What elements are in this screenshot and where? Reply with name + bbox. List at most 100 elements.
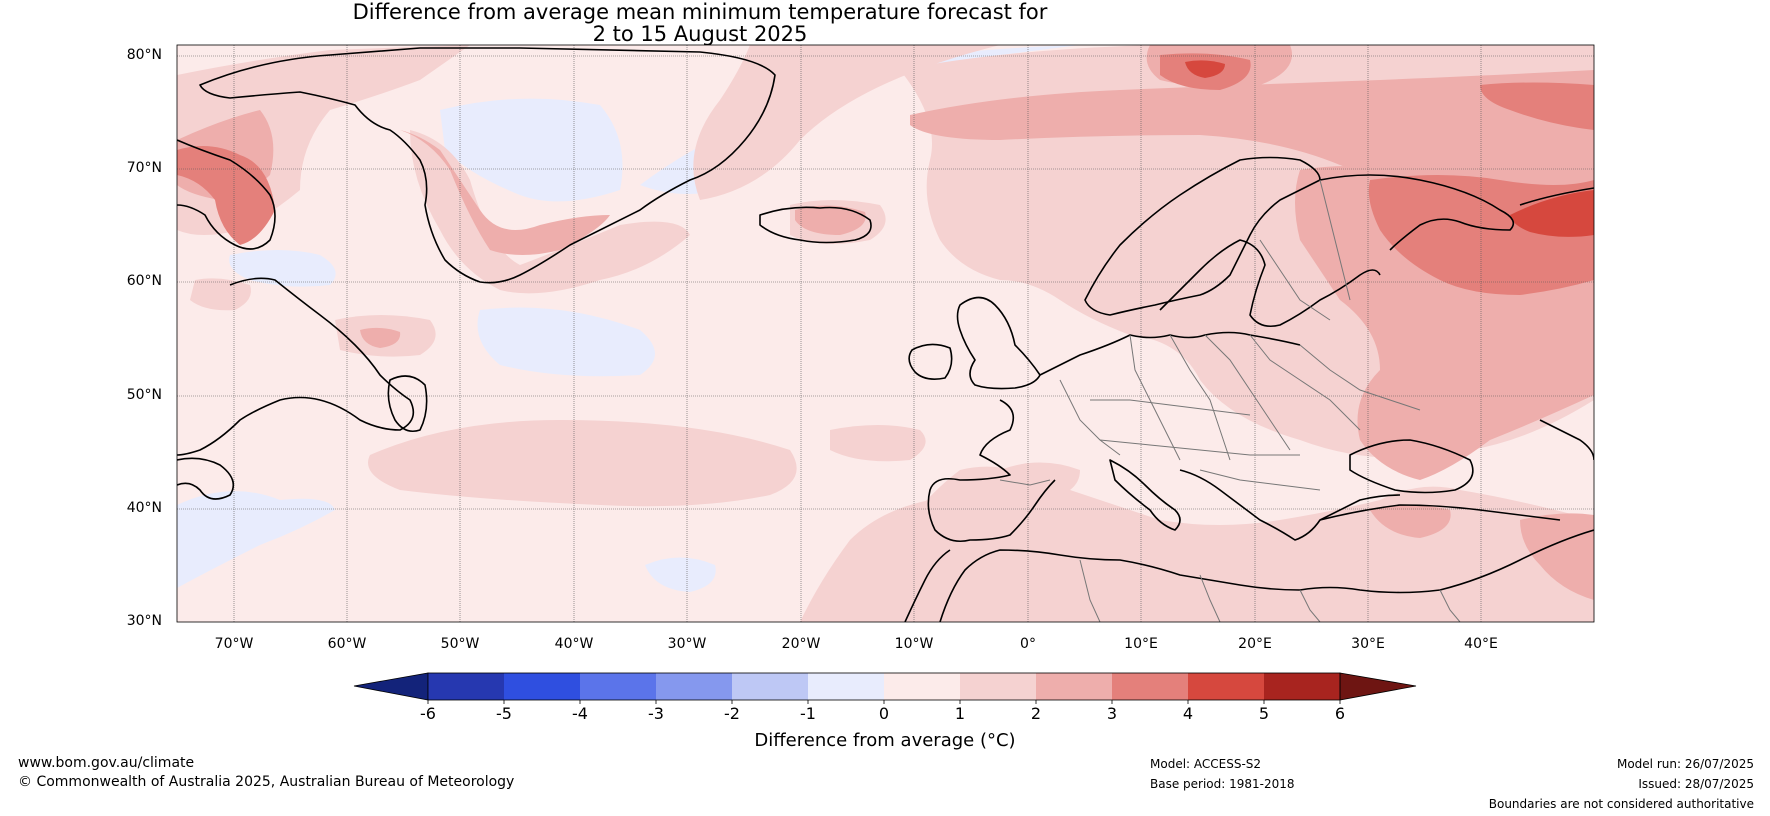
- footer-copyright: © Commonwealth of Australia 2025, Austra…: [18, 774, 515, 790]
- contour-p2-iceland: [795, 205, 866, 235]
- colorbar-tick-2: 2: [1030, 704, 1042, 723]
- colorbar-tick-m5: -5: [496, 704, 512, 723]
- contour-neg-azores: [645, 557, 716, 592]
- colorbar-swatch-10: [1112, 673, 1188, 700]
- coast-france-spain: [927, 399, 1056, 543]
- colorbar-tick-3: 3: [1106, 704, 1118, 723]
- coast-nova-scotia: [177, 457, 235, 500]
- colorbar-swatch-1: [428, 673, 504, 700]
- coast-west-africa: [904, 549, 951, 622]
- coast-iceland: [759, 206, 872, 244]
- lon-label-30w: 30°W: [667, 636, 707, 652]
- lon-label-60w: 60°W: [327, 636, 367, 652]
- colorbar-tick-4: 4: [1182, 704, 1194, 723]
- map-frame: [176, 44, 1595, 623]
- footer-model: Model: ACCESS-S2: [1150, 757, 1262, 771]
- coast-balkans: [1179, 469, 1401, 541]
- colorbar-tick-m3: -3: [648, 704, 664, 723]
- lat-label-30n: 30°N: [126, 613, 162, 629]
- lon-label-20e: 20°E: [1238, 636, 1272, 652]
- contour-p2-turkey: [1370, 505, 1451, 538]
- footer-model-run: Model run: 26/07/2025: [1616, 757, 1754, 771]
- lon-label-40e: 40°E: [1464, 636, 1498, 652]
- lon-label-20w: 20°W: [781, 636, 821, 652]
- colorbar-tick-6: 6: [1334, 704, 1346, 723]
- contour-p2-mideast: [1520, 513, 1594, 600]
- contour-p1-labrador-coast: [190, 278, 251, 311]
- footer-base-period: Base period: 1981-2018: [1150, 777, 1295, 791]
- coast-greenland: [199, 47, 776, 284]
- coast-caspian: [1539, 419, 1594, 461]
- coast-ireland: [908, 343, 953, 380]
- contour-p3-baffin: [177, 146, 275, 245]
- colorbar-swatch-7: [884, 673, 960, 700]
- coast-sweden-finland: [1159, 239, 1381, 328]
- graticule: [177, 45, 1594, 622]
- country-borders: [999, 179, 1461, 622]
- contour-p1-nw: [693, 45, 1000, 200]
- chart-title-line2: 2 to 15 August 2025: [592, 22, 808, 46]
- coast-great-britain: [956, 296, 1041, 390]
- lon-label-50w: 50°W: [440, 636, 480, 652]
- contour-p5-svalbard: [1185, 60, 1225, 78]
- lon-label-40w: 40°W: [554, 636, 594, 652]
- colorbar-label: Difference from average (°C): [754, 730, 1016, 751]
- lat-label-80n: 80°N: [126, 47, 162, 63]
- footer-issued: Issued: 28/07/2025: [1638, 777, 1754, 791]
- lon-label-10w: 10°W: [894, 636, 934, 652]
- coast-turkey: [1319, 504, 1561, 521]
- contour-p3-arctic-ne: [1480, 82, 1594, 130]
- coast-norway: [1084, 156, 1321, 316]
- colorbar-swatch-9: [1036, 673, 1112, 700]
- coast-newfoundland: [387, 375, 428, 433]
- contour-p1-central-atlantic: [368, 420, 797, 507]
- coast-novaya-zemlya: [1519, 187, 1594, 206]
- contour-neg-denmark-strait: [440, 98, 623, 202]
- footer-website: www.bom.gov.au/climate: [18, 755, 195, 771]
- colorbar: [353, 672, 1417, 704]
- colorbar-extend-low: [353, 672, 429, 701]
- colorbar-swatch-4: [656, 673, 732, 700]
- chart-title-line1: Difference from average mean minimum tem…: [352, 0, 1048, 24]
- colorbar-swatch-12: [1264, 673, 1340, 700]
- lat-label-70n: 70°N: [126, 160, 162, 176]
- colorbar-tick-m6: -6: [420, 704, 436, 723]
- contour-p2-newfoundland-small: [360, 327, 401, 348]
- colorbar-swatch-11: [1188, 673, 1264, 700]
- contour-p4-russia: [1510, 190, 1594, 237]
- colorbar-tick-m1: -1: [800, 704, 816, 723]
- lon-label-0: 0°: [1020, 636, 1036, 652]
- coast-italy: [1109, 459, 1181, 531]
- contour-p2-greenland-west: [400, 130, 610, 255]
- lat-label-50n: 50°N: [126, 387, 162, 403]
- colorbar-tick-1: 1: [954, 704, 966, 723]
- contour-neg-labrador: [177, 491, 335, 588]
- contour-p1-bay-biscay: [830, 425, 926, 462]
- contour-p1-east-greenland: [410, 130, 690, 294]
- colorbar-tick-m4: -4: [572, 704, 588, 723]
- colorbar-swatch-5: [732, 673, 808, 700]
- lon-label-10e: 10°E: [1124, 636, 1158, 652]
- colorbar-swatch-8: [960, 673, 1036, 700]
- lon-label-30e: 30°E: [1351, 636, 1385, 652]
- colorbar-swatch-3: [580, 673, 656, 700]
- coast-labrador: [177, 277, 415, 456]
- contour-p2-barents: [910, 70, 1594, 196]
- coast-kola: [1319, 174, 1515, 251]
- contour-neg-midatlantic: [477, 307, 655, 377]
- colorbar-tick-0: 0: [878, 704, 890, 723]
- colorbar-extend-high: [1339, 672, 1417, 701]
- contour-p1-med: [1000, 462, 1080, 500]
- contour-p1-west-africa: [800, 500, 953, 622]
- coastlines: [177, 47, 1594, 622]
- colorbar-tick-5: 5: [1258, 704, 1270, 723]
- coast-baffin: [177, 139, 276, 250]
- anomaly-contours: [177, 45, 1594, 622]
- footer-disclaimer: Boundaries are not considered authoritat…: [1488, 797, 1754, 811]
- coast-north-africa: [939, 529, 1594, 622]
- colorbar-swatch-2: [504, 673, 580, 700]
- colorbar-swatch-6: [808, 673, 884, 700]
- colorbar-tick-m2: -2: [724, 704, 740, 723]
- lat-label-40n: 40°N: [126, 500, 162, 516]
